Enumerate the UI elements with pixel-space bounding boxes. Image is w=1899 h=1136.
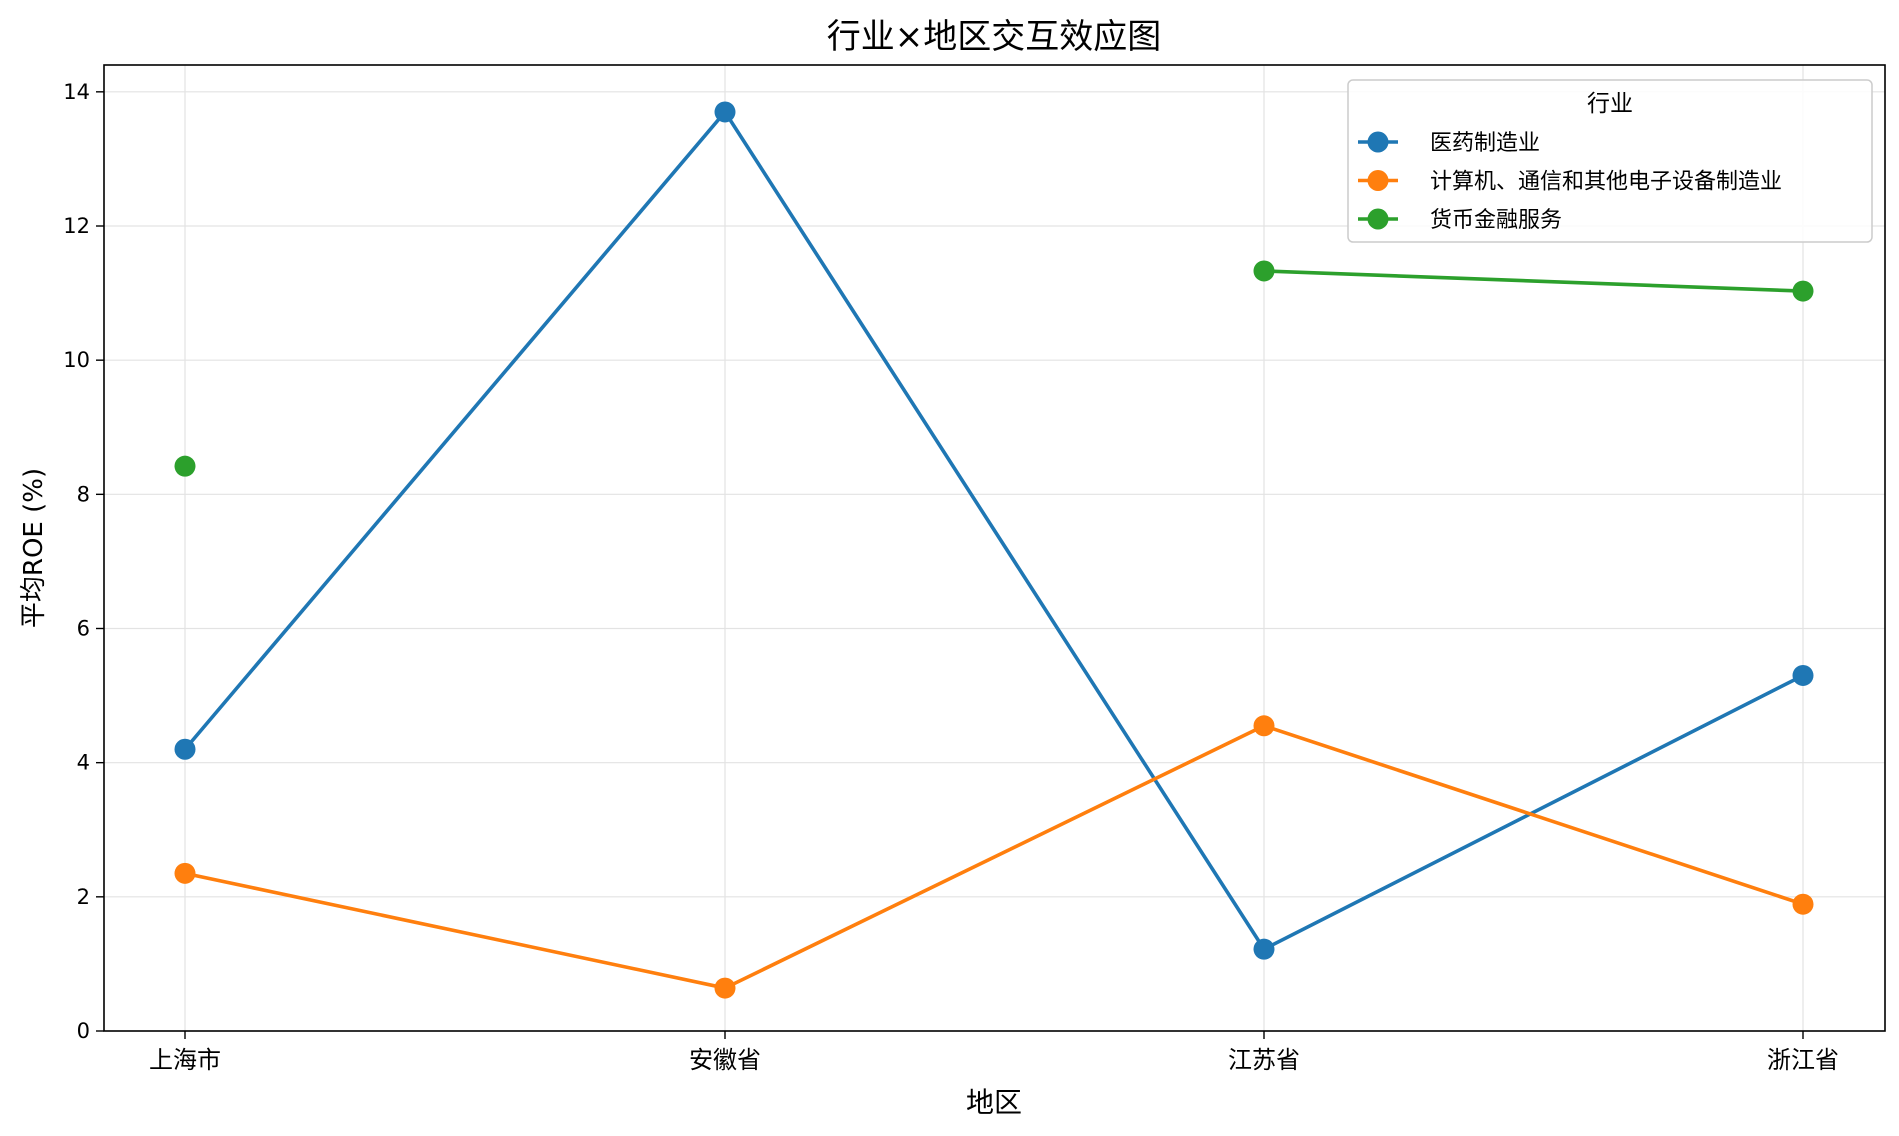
series-line [183,110,1804,951]
data-point [1253,715,1275,737]
y-tick-label: 2 [77,885,90,909]
x-tick-label: 上海市 [149,1046,221,1074]
legend-label: 计算机、通信和其他电子设备制造业 [1430,170,1782,195]
legend-box [1347,79,1873,243]
data-point [714,101,736,123]
data-point [174,738,196,760]
y-tick-label: 10 [63,348,90,372]
data-point [1792,664,1814,686]
series-2 [174,260,1814,477]
legend-item: 医药制造业 [1358,131,1540,156]
y-tick-label: 6 [77,617,90,641]
legend-label: 医药制造业 [1430,131,1540,156]
x-tick-label: 浙江省 [1767,1046,1839,1074]
data-point [1792,893,1814,915]
legend-item: 计算机、通信和其他电子设备制造业 [1358,170,1782,195]
x-tick-label: 安徽省 [689,1046,761,1074]
legend-marker [1367,208,1389,230]
data-point [714,977,736,999]
plot-area-frame [103,64,1886,1032]
legend-title: 行业 [1587,91,1633,117]
legend-label: 货币金融服务 [1430,208,1562,233]
legend-marker [1367,131,1389,153]
y-tick-label: 4 [77,751,90,775]
x-axis-label: 地区 [966,1086,1022,1119]
y-tick-label: 8 [77,482,90,506]
legend-item: 货币金融服务 [1358,208,1562,233]
y-tick-label: 0 [77,1019,90,1043]
series-line [184,723,1804,990]
data-point [174,455,196,477]
x-tick-label: 江苏省 [1228,1046,1300,1074]
y-tick-label: 14 [63,80,90,104]
data-point [1253,260,1275,282]
series-0 [174,101,1814,960]
y-axis-label: 平均ROE (%) [19,468,49,628]
legend-marker [1367,170,1389,191]
data-point [1792,280,1814,302]
y-tick-label: 12 [63,214,90,238]
data-point [1253,938,1275,960]
chart-title: 行业×地区交互效应图 [827,17,1162,57]
series-1 [174,715,1814,999]
series-line [1263,269,1804,293]
data-point [174,862,196,884]
